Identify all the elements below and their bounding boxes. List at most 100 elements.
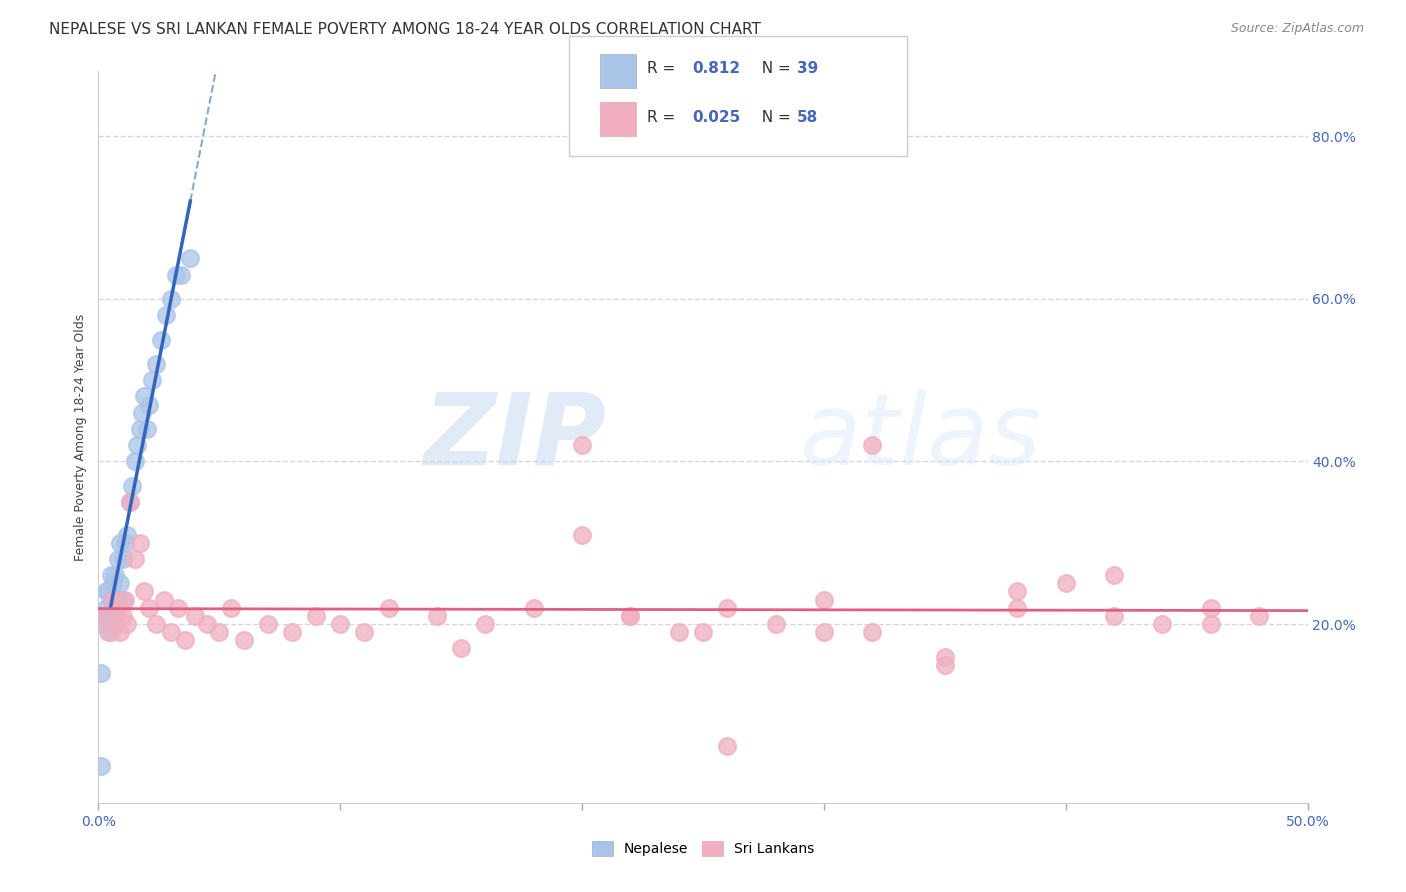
Point xyxy=(128,422,150,436)
Point xyxy=(860,438,883,452)
Point xyxy=(716,739,738,753)
Point xyxy=(90,759,112,773)
Point xyxy=(128,535,150,549)
Point xyxy=(1249,608,1271,623)
Point xyxy=(1007,600,1029,615)
Point xyxy=(813,625,835,640)
Point xyxy=(134,584,156,599)
Point xyxy=(118,495,141,509)
Point xyxy=(117,617,139,632)
Text: N =: N = xyxy=(752,62,796,77)
Point xyxy=(619,608,641,623)
Point xyxy=(195,617,218,632)
Point xyxy=(127,438,149,452)
Point xyxy=(1102,568,1125,582)
Point xyxy=(329,617,352,632)
Text: atlas: atlas xyxy=(800,389,1042,485)
Text: R =: R = xyxy=(647,62,681,77)
Point xyxy=(94,584,117,599)
Point xyxy=(934,657,956,672)
Point xyxy=(107,600,129,615)
Point xyxy=(571,527,593,541)
Point xyxy=(934,649,956,664)
Y-axis label: Female Poverty Among 18-24 Year Olds: Female Poverty Among 18-24 Year Olds xyxy=(75,313,87,561)
Point xyxy=(692,625,714,640)
Point xyxy=(97,625,120,640)
Point xyxy=(101,600,124,615)
Point xyxy=(813,592,835,607)
Text: R =: R = xyxy=(647,110,681,125)
Point xyxy=(232,633,254,648)
Point xyxy=(765,617,787,632)
Point xyxy=(135,422,157,436)
Point xyxy=(860,625,883,640)
Point xyxy=(155,308,177,322)
Point xyxy=(104,608,127,623)
Point xyxy=(100,592,122,607)
Point xyxy=(571,438,593,452)
Point xyxy=(121,479,143,493)
Point xyxy=(150,333,173,347)
Point xyxy=(145,357,167,371)
Point xyxy=(91,608,114,623)
Point xyxy=(1199,600,1222,615)
Point xyxy=(174,633,197,648)
Text: NEPALESE VS SRI LANKAN FEMALE POVERTY AMONG 18-24 YEAR OLDS CORRELATION CHART: NEPALESE VS SRI LANKAN FEMALE POVERTY AM… xyxy=(49,22,761,37)
Text: 0.812: 0.812 xyxy=(692,62,740,77)
Point xyxy=(1102,608,1125,623)
Point xyxy=(91,617,114,632)
Point xyxy=(619,608,641,623)
Point xyxy=(97,584,120,599)
Point xyxy=(1152,617,1174,632)
Point xyxy=(523,600,546,615)
Point xyxy=(138,600,160,615)
Point xyxy=(104,568,127,582)
Point xyxy=(111,552,134,566)
Point xyxy=(256,617,278,632)
Point xyxy=(169,268,191,282)
Point xyxy=(426,608,449,623)
Point xyxy=(152,592,174,607)
Point xyxy=(668,625,690,640)
Point xyxy=(450,641,472,656)
Text: 58: 58 xyxy=(797,110,818,125)
Text: Source: ZipAtlas.com: Source: ZipAtlas.com xyxy=(1230,22,1364,36)
Point xyxy=(101,592,124,607)
Point xyxy=(134,389,156,403)
Point xyxy=(208,625,231,640)
Text: ZIP: ZIP xyxy=(423,389,606,485)
Point xyxy=(114,535,136,549)
Point xyxy=(716,600,738,615)
Point xyxy=(1199,617,1222,632)
Point xyxy=(100,568,122,582)
Point xyxy=(281,625,304,640)
Point xyxy=(124,552,146,566)
Point xyxy=(305,608,328,623)
Point xyxy=(124,454,146,468)
Point xyxy=(474,617,496,632)
Point xyxy=(117,527,139,541)
Point xyxy=(97,608,120,623)
Point xyxy=(141,373,163,387)
Point xyxy=(353,625,375,640)
Point xyxy=(167,600,190,615)
Point xyxy=(111,608,134,623)
Point xyxy=(108,576,131,591)
Point xyxy=(138,398,160,412)
Point xyxy=(108,535,131,549)
Point xyxy=(94,600,117,615)
Point xyxy=(184,608,207,623)
Point xyxy=(90,665,112,680)
Point xyxy=(107,552,129,566)
Point xyxy=(377,600,399,615)
Point xyxy=(221,600,243,615)
Text: 0.025: 0.025 xyxy=(692,110,740,125)
Point xyxy=(179,252,201,266)
Legend: Nepalese, Sri Lankans: Nepalese, Sri Lankans xyxy=(586,836,820,862)
Point xyxy=(111,592,134,607)
Point xyxy=(118,495,141,509)
Point xyxy=(107,592,129,607)
Point xyxy=(1007,584,1029,599)
Point xyxy=(101,576,124,591)
Text: 39: 39 xyxy=(797,62,818,77)
